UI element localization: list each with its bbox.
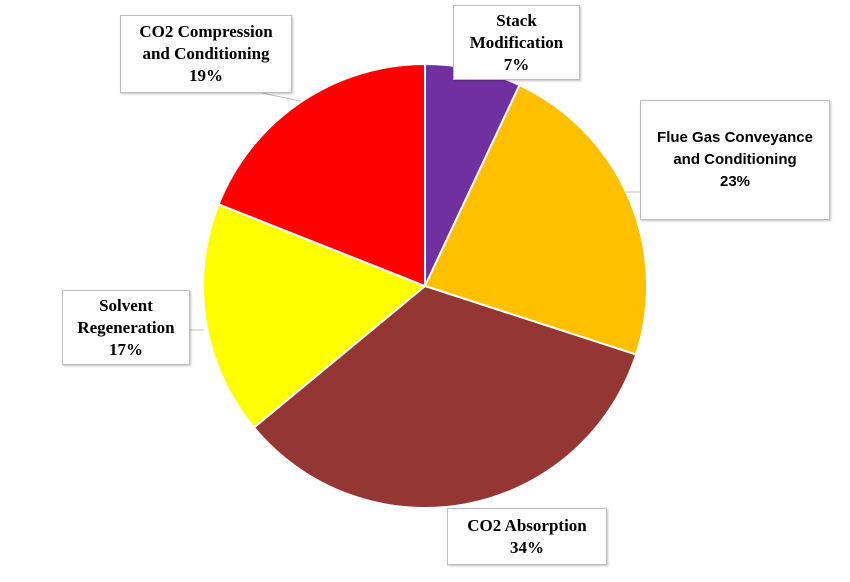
value-label: 19%: [189, 66, 223, 85]
value-label: 34%: [510, 537, 544, 557]
data-label: Flue Gas Conveyance and Conditioning 23%: [640, 100, 830, 220]
pie-slice: [423, 83, 648, 356]
value-label: 7%: [503, 54, 530, 74]
pie-slice: [217, 62, 426, 288]
category-name: Flue Gas Conveyance and Conditioning: [657, 129, 813, 168]
category-name: Stack Modification: [469, 10, 564, 52]
category-name: CO2 Absorption: [467, 515, 587, 535]
data-label: Solvent Regeneration 17%: [62, 290, 190, 365]
value-label: 17%: [109, 339, 143, 359]
pie-slice: [202, 202, 427, 429]
pie-slice: [252, 284, 638, 509]
value-label: 23%: [719, 173, 751, 190]
category-name: Solvent Regeneration: [77, 295, 175, 337]
data-label: CO2 Compression and Conditioning 19%: [120, 15, 292, 93]
category-name: CO2 Compression and Conditioning: [139, 22, 273, 63]
leader-line: [261, 92, 301, 102]
data-label: Stack Modification 7%: [453, 5, 580, 80]
data-label: CO2 Absorption 34%: [447, 508, 607, 565]
